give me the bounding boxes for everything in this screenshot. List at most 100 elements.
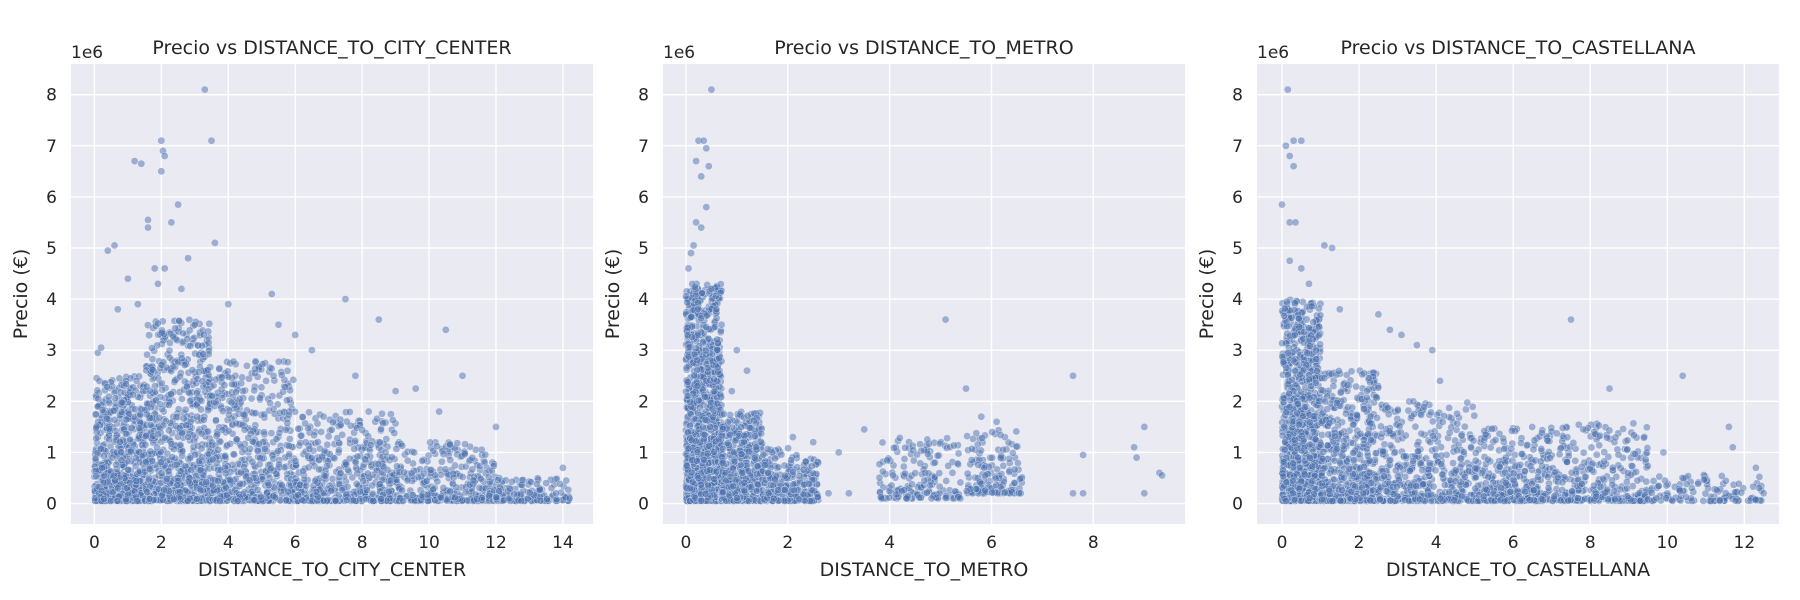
scatter-point — [458, 371, 467, 380]
scatter-point — [128, 390, 137, 399]
scatter-point — [167, 439, 176, 448]
scatter-point — [376, 438, 384, 447]
scatter-point — [154, 279, 162, 288]
scatter-point — [193, 495, 201, 503]
scatter-point — [224, 300, 233, 309]
scatter-point — [272, 435, 281, 443]
scatter-point — [341, 295, 350, 303]
scatter-point — [122, 415, 131, 424]
points-layer — [90, 85, 574, 505]
scatter-point — [146, 447, 155, 456]
scatter-point — [356, 487, 364, 496]
scatter-point — [744, 447, 753, 456]
scatter-point — [752, 419, 760, 428]
scatter-point — [426, 438, 434, 447]
scatter-point — [685, 342, 694, 351]
scatter-point — [132, 376, 141, 385]
scatter-point — [226, 439, 235, 448]
scatter-point — [160, 264, 169, 273]
scatter-point — [214, 446, 223, 454]
scatter-point — [194, 368, 203, 377]
scatter-point — [102, 414, 111, 423]
scatter-point — [720, 410, 728, 418]
scatter-point — [183, 496, 192, 505]
scatter-point — [165, 401, 173, 409]
scatter-point — [260, 410, 269, 419]
scatter-point — [227, 398, 236, 407]
scatter-point — [715, 354, 723, 362]
scatter-point — [269, 371, 278, 380]
scatter-point — [172, 460, 181, 469]
scatter-point — [156, 400, 165, 409]
scatter-point — [351, 436, 360, 445]
scatter-point — [238, 373, 247, 382]
scatter-point — [418, 457, 427, 465]
scatter-point — [229, 357, 238, 366]
scatter-point — [705, 441, 713, 450]
scatter-point — [145, 495, 154, 503]
scatter-point — [263, 479, 272, 487]
scatter-point — [423, 491, 432, 499]
scatter-point — [559, 463, 567, 472]
scatter-point — [121, 429, 130, 438]
scatter-point — [215, 365, 224, 373]
scatter-point — [298, 413, 307, 421]
scatter-point — [713, 335, 722, 344]
scatter-point — [307, 453, 316, 462]
scatter-point — [353, 469, 362, 478]
scatter-point — [127, 424, 136, 432]
scatter-point — [253, 447, 262, 455]
scatter-point — [176, 441, 185, 449]
scatter-point — [301, 419, 310, 428]
scatter-point — [225, 410, 233, 419]
scatter-point — [327, 425, 336, 434]
scatter-point — [257, 383, 266, 392]
scatter-point — [204, 427, 212, 436]
scatter-point — [392, 476, 401, 484]
scatter-point — [392, 445, 401, 453]
y-tick-label: 7 — [46, 137, 57, 157]
scatter-point — [216, 497, 224, 505]
scatter-point — [282, 496, 291, 504]
scatter-point — [199, 350, 208, 358]
scatter-point — [173, 481, 182, 490]
scatter-point — [543, 495, 551, 504]
scatter-point — [446, 440, 454, 449]
scatter-point — [248, 458, 257, 466]
scatter-point — [391, 387, 400, 395]
scatter-point — [533, 480, 541, 489]
scatter-point — [441, 325, 450, 334]
scatter-point — [174, 405, 183, 414]
scatter-point — [693, 382, 702, 390]
scatter-point — [328, 474, 337, 483]
scatter-point — [336, 415, 345, 424]
scatter-point — [153, 443, 161, 452]
scatter-point — [174, 200, 182, 209]
scatter-point — [294, 424, 303, 433]
scatter-point — [141, 440, 150, 449]
scatter-point — [213, 477, 222, 485]
scatter-point — [302, 481, 311, 490]
scatter-point — [100, 495, 108, 503]
scatter-point — [687, 468, 696, 477]
y-tick-label: 0 — [46, 495, 57, 515]
scatter-point — [275, 409, 284, 417]
scatter-point — [291, 457, 300, 466]
scatter-point — [184, 433, 192, 441]
scatter-point — [342, 496, 351, 505]
scatter-point — [221, 469, 230, 478]
scatter-point — [144, 223, 152, 232]
scatter-point — [321, 472, 330, 480]
scatter-point — [117, 408, 126, 416]
x-tick-label: 8 — [357, 533, 368, 553]
scatter-point — [740, 486, 749, 495]
scatter-point — [233, 497, 242, 505]
scatter-point — [489, 462, 498, 470]
scatter-point — [255, 439, 263, 448]
scatter-point — [274, 357, 283, 366]
scatter-point — [204, 366, 212, 374]
scatter-point — [163, 474, 171, 483]
scatter-point — [374, 460, 383, 468]
scatter-point — [740, 438, 748, 446]
